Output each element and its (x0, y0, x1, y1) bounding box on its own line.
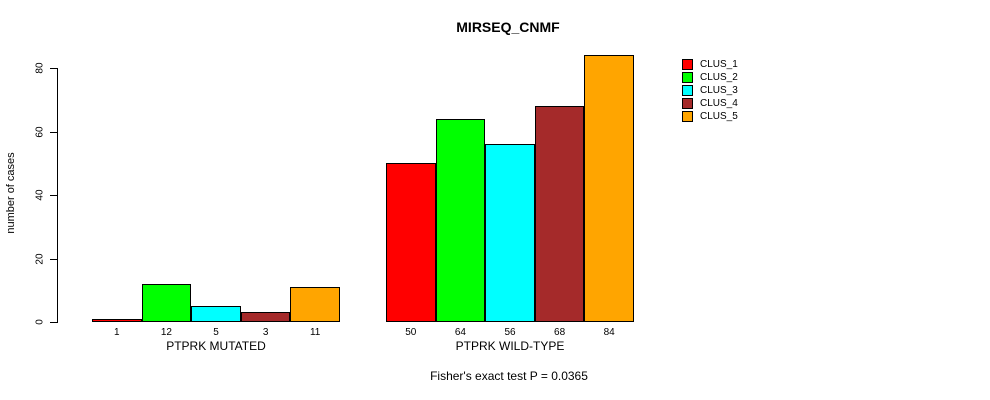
y-tick-label: 0 (34, 319, 46, 325)
bar-clus_5-group1 (290, 287, 340, 322)
legend: CLUS_1 CLUS_2 CLUS_3 CLUS_4 CLUS_5 (682, 58, 738, 123)
bar-value-label: 11 (309, 327, 321, 338)
annotation-fishers-test: Fisher's exact test P = 0.0365 (430, 369, 588, 383)
bar-value-label: 3 (262, 327, 269, 338)
bar-value-label: 56 (504, 327, 516, 338)
x-axis-group-label: PTPRK WILD-TYPE (455, 339, 565, 353)
y-tick-label: 60 (34, 125, 46, 138)
y-axis-label: number of cases (5, 152, 17, 234)
bar-value-label: 50 (405, 327, 417, 338)
y-tick (50, 68, 57, 69)
legend-swatch-clus_5 (682, 111, 693, 122)
legend-item-clus_5: CLUS_5 (682, 110, 738, 123)
bar-value-label: 12 (160, 327, 172, 338)
bar-value-label: 5 (213, 327, 219, 338)
x-axis-group-label: PTPRK MUTATED (166, 339, 266, 353)
legend-swatch-clus_3 (682, 85, 693, 96)
legend-item-clus_2: CLUS_2 (682, 71, 738, 84)
bar-clus_5-group2 (584, 55, 634, 322)
bar-value-label: 1 (114, 327, 120, 338)
y-tick (50, 259, 57, 260)
bar-clus_3-group1 (191, 306, 241, 322)
bar-clus_1-group1 (92, 318, 142, 322)
bar-clus_4-group1 (240, 312, 291, 322)
y-tick (50, 322, 57, 323)
y-tick-label: 80 (34, 62, 46, 74)
y-axis-line (57, 68, 58, 323)
legend-label: CLUS_3 (700, 85, 738, 96)
legend-label: CLUS_2 (700, 72, 738, 83)
legend-swatch-clus_2 (682, 72, 693, 83)
y-tick-label: 20 (34, 252, 46, 265)
bar-value-label: 64 (454, 327, 466, 338)
legend-label: CLUS_4 (700, 98, 738, 109)
legend-item-clus_4: CLUS_4 (682, 97, 738, 110)
y-tick (50, 195, 57, 196)
legend-swatch-clus_1 (682, 59, 693, 70)
bar-value-label: 84 (603, 327, 615, 338)
bar-clus_1-group2 (386, 163, 436, 322)
bar-clus_2-group2 (435, 118, 486, 322)
bar-clus_4-group2 (534, 106, 585, 322)
y-tick-label: 40 (34, 189, 46, 201)
bar-clus_2-group1 (141, 283, 192, 322)
legend-label: CLUS_1 (700, 59, 738, 70)
legend-item-clus_3: CLUS_3 (682, 84, 738, 97)
y-tick (50, 132, 57, 133)
bar-value-label: 68 (554, 327, 566, 338)
legend-item-clus_1: CLUS_1 (682, 58, 738, 71)
bar-clus_3-group2 (485, 144, 535, 322)
chart-title: MIRSEQ_CNMF (456, 19, 560, 35)
legend-swatch-clus_4 (682, 98, 693, 109)
legend-label: CLUS_5 (700, 111, 738, 122)
